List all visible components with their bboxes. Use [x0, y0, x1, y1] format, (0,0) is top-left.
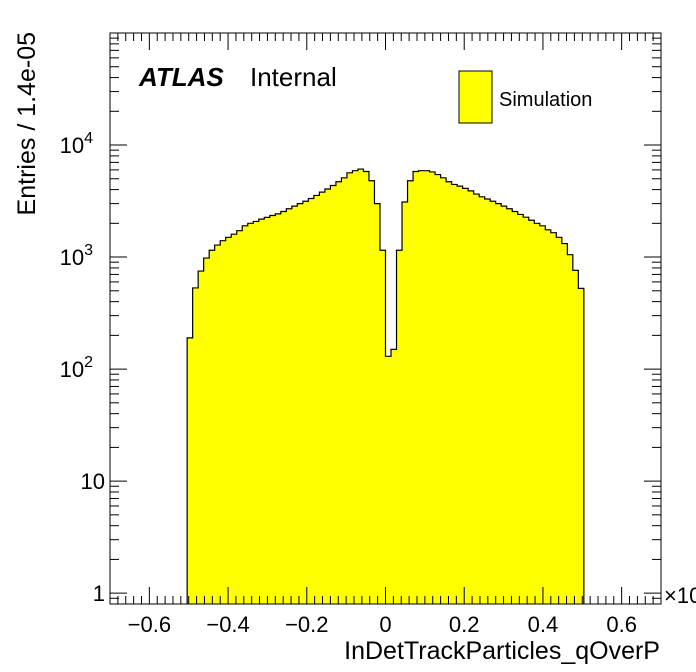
histogram-layer [186, 168, 585, 605]
histogram-bin [413, 171, 419, 604]
histogram-bin [346, 172, 353, 604]
histogram-bin [264, 217, 271, 604]
histogram-bin [198, 271, 205, 604]
histogram-bin [572, 270, 579, 604]
histogram-bin [429, 171, 436, 604]
histogram-bin [567, 254, 574, 604]
y-tick-label: 10 [81, 469, 105, 494]
histogram-bin [539, 225, 546, 604]
histogram-bin [512, 211, 519, 604]
histogram-bin [352, 170, 359, 604]
histogram-bin [407, 180, 414, 605]
histogram-bin [214, 245, 221, 605]
histogram-bin [335, 181, 342, 604]
histogram-bin [391, 349, 397, 604]
histogram-bin [313, 195, 320, 605]
histogram-bin [578, 288, 585, 604]
histogram-bin [490, 201, 497, 605]
histogram-bin [484, 198, 491, 604]
histogram-bin [242, 225, 249, 604]
histogram-bin [534, 223, 541, 604]
histogram-bin [545, 229, 552, 604]
histogram-bin [253, 221, 260, 604]
histogram-bin [192, 287, 199, 604]
histogram-bin [330, 185, 337, 604]
histogram-bin [324, 189, 331, 604]
histogram-bin [247, 223, 254, 604]
histogram-bin [396, 250, 403, 604]
histogram-bin [269, 215, 276, 605]
legend-swatch [458, 70, 493, 124]
histogram-bin [341, 177, 348, 605]
histogram-bin [357, 169, 364, 604]
x-tick-label: 0.2 [449, 612, 480, 637]
histogram-bin [374, 203, 381, 605]
label-layer: ATLAS Internal Simulation InDetTrackPart… [13, 32, 696, 665]
histogram-bin [435, 174, 441, 604]
x-axis-title: InDetTrackParticles_qOverP [344, 637, 660, 665]
histogram-bin [451, 184, 458, 605]
y-axis-title: Entries / 1.4e-05 [13, 32, 41, 215]
histogram-bin [468, 190, 475, 604]
histogram-bin [556, 237, 563, 604]
histogram-bin [291, 206, 298, 604]
histogram-bin [501, 206, 508, 604]
histogram-bin [457, 186, 463, 604]
histogram-bin [275, 213, 282, 605]
histogram-bin [368, 180, 375, 605]
histogram-bin [523, 217, 530, 605]
histogram-bin [258, 219, 265, 604]
x-tick-label: 0 [379, 612, 391, 637]
histogram-bin [462, 188, 469, 604]
histogram-bin [402, 202, 408, 604]
histogram-bin [220, 240, 227, 604]
histogram-bin [440, 177, 447, 605]
histogram-bin [418, 170, 425, 604]
histogram-bin [231, 234, 238, 604]
histogram-bin [209, 250, 216, 604]
atlas-label: ATLAS [138, 62, 224, 92]
histogram-bin [473, 194, 480, 604]
x-tick-label: 0.6 [606, 612, 637, 637]
histogram-bin [479, 196, 486, 604]
internal-label: Internal [250, 62, 337, 92]
histogram-bin [561, 243, 568, 605]
y-tick-label: 1 [93, 581, 105, 606]
histogram-bin [319, 192, 326, 604]
histogram-bin [424, 170, 430, 604]
histogram-bin [517, 214, 524, 604]
histogram-bin [379, 250, 386, 604]
histogram-bin [187, 337, 193, 604]
histogram-bin [363, 171, 370, 604]
histogram-bin [286, 208, 293, 605]
histogram-bin [225, 237, 232, 604]
histogram-bin [495, 203, 502, 605]
legend-label: Simulation [499, 89, 592, 111]
histogram-bin [203, 258, 210, 604]
x-tick-label: −0.6 [128, 612, 171, 637]
x-tick-label: 0.4 [528, 612, 559, 637]
histogram-bin [297, 203, 304, 605]
y-tick-label: 104 [60, 130, 93, 158]
histogram-bin [528, 220, 535, 604]
histogram-bin [236, 230, 243, 605]
histogram-bin [506, 208, 513, 605]
x-multiplier-label: ×10 [664, 583, 696, 608]
histogram-bin [308, 198, 315, 604]
x-tick-label: −0.4 [206, 612, 249, 637]
y-tick-label: 102 [60, 354, 93, 382]
y-tick-label: 103 [60, 242, 93, 270]
histogram-bin [385, 356, 392, 604]
histogram-bin [550, 232, 557, 604]
histogram-bin [446, 181, 452, 604]
tick-layer: −0.6 −0.4 −0.2 0 0.2 0.4 0.6 1 10 102 103 104 [60, 32, 661, 637]
histogram-bin [302, 201, 309, 605]
histogram-bin [280, 211, 287, 604]
x-tick-label: −0.2 [285, 612, 328, 637]
histogram-outline [186, 168, 585, 604]
